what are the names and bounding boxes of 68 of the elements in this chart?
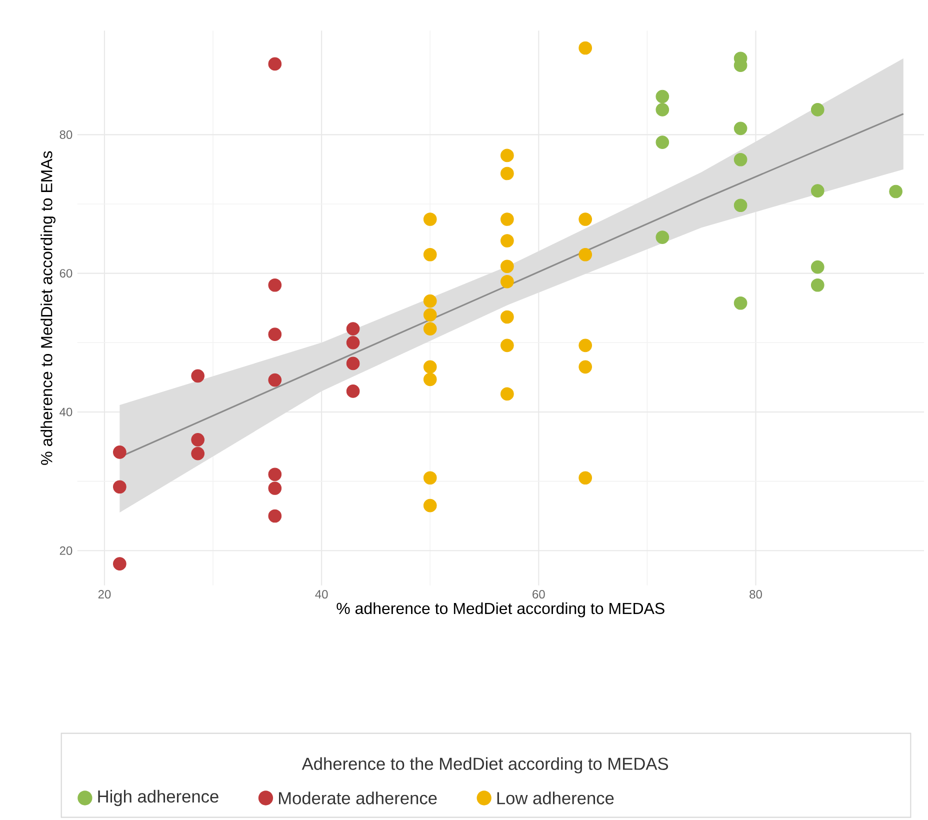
x-tick-label: 40 <box>315 590 328 599</box>
point <box>578 360 592 374</box>
point <box>578 212 592 226</box>
point <box>656 90 670 104</box>
point <box>810 103 824 116</box>
point <box>500 338 514 352</box>
point <box>889 184 902 198</box>
point <box>810 260 824 274</box>
point <box>500 387 514 401</box>
point <box>268 373 282 387</box>
point <box>656 103 670 116</box>
point <box>810 278 824 292</box>
point <box>500 148 514 162</box>
point <box>810 184 824 198</box>
point <box>423 308 437 322</box>
point <box>578 41 592 55</box>
legend-label: Low adherence <box>497 792 614 804</box>
point <box>423 498 437 512</box>
point <box>500 274 514 288</box>
x-tick-label: 80 <box>750 590 762 599</box>
point <box>268 482 282 495</box>
point <box>734 198 748 212</box>
point <box>268 278 282 292</box>
point <box>656 230 670 244</box>
point <box>346 384 360 398</box>
point <box>191 446 204 460</box>
point <box>500 260 514 274</box>
point <box>346 336 360 350</box>
point <box>423 360 437 374</box>
point <box>268 468 282 482</box>
point <box>346 356 360 370</box>
point <box>734 152 748 166</box>
point <box>423 248 437 262</box>
point <box>500 166 514 180</box>
point <box>346 322 360 336</box>
point <box>113 446 126 459</box>
point <box>500 234 514 248</box>
point <box>423 322 437 336</box>
point <box>268 509 282 523</box>
point <box>113 557 126 570</box>
point <box>500 310 514 324</box>
point <box>500 212 514 226</box>
legend-title: Adherence to the MedDiet according to MEDAS <box>302 757 668 774</box>
point <box>578 471 592 485</box>
point <box>268 328 282 342</box>
y-tick-label: 40 <box>60 408 72 416</box>
x-tick-label: 60 <box>532 590 545 599</box>
point <box>191 433 204 446</box>
point <box>734 296 748 310</box>
y-tick-label: 60 <box>60 269 72 278</box>
point <box>423 471 437 485</box>
point <box>578 248 592 262</box>
y-axis-title: % adherence to MedDiet according to EMAs <box>40 151 56 465</box>
y-tick-label: 20 <box>60 546 72 555</box>
point <box>423 294 437 308</box>
legend-label: High adherence <box>98 790 218 806</box>
point <box>423 372 437 386</box>
x-axis-title: % adherence to MedDiet according to MEDAS <box>336 602 664 618</box>
point <box>423 212 437 226</box>
point <box>113 480 126 494</box>
y-tick-label: 80 <box>60 130 72 139</box>
point <box>734 122 748 136</box>
legend-label: Moderate adherence <box>279 792 437 804</box>
x-tick-label: 20 <box>98 590 111 599</box>
point <box>191 369 204 383</box>
point <box>578 338 592 352</box>
point <box>268 57 282 71</box>
point <box>656 136 670 149</box>
